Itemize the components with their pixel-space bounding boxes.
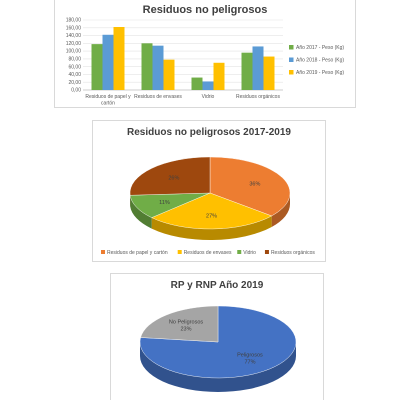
- bar: [103, 35, 114, 90]
- x-tick-label: cartón: [101, 101, 115, 107]
- pie-data-label: 27%: [206, 213, 217, 219]
- pie-data-label: No Peligrosos: [169, 319, 203, 325]
- pie-data-label: 36%: [249, 181, 260, 187]
- legend-label: Año 2017 - Peso (Kg): [296, 45, 344, 51]
- bar: [242, 53, 253, 90]
- pie-data-label: 11%: [159, 200, 170, 206]
- bar: [142, 43, 153, 90]
- bar: [164, 60, 175, 90]
- bar: [253, 46, 264, 90]
- pie-chart-panel: Residuos no peligrosos 2017-2019 36%27%1…: [92, 120, 326, 262]
- legend-label: Residuos orgánicos: [271, 250, 315, 256]
- legend-label: Residuos de envases: [184, 250, 232, 256]
- y-tick-label: 80,00: [68, 56, 81, 62]
- x-tick-label: Residuos de envases: [134, 94, 182, 100]
- legend-label: Año 2018 - Peso (Kg): [296, 58, 344, 64]
- legend-swatch: [289, 58, 294, 63]
- y-tick-label: 140,00: [66, 33, 82, 39]
- legend-swatch: [289, 70, 294, 75]
- bar: [114, 27, 125, 90]
- legend-swatch: [178, 250, 182, 254]
- bar: [92, 44, 103, 90]
- legend-label: Residuos de papel y cartón: [107, 250, 168, 256]
- pie-data-label: 77%: [244, 360, 255, 366]
- bar: [203, 81, 214, 90]
- x-tick-label: Residuos orgánicos: [236, 94, 280, 100]
- bar: [153, 46, 164, 90]
- legend-swatch: [237, 250, 241, 254]
- y-tick-label: 120,00: [66, 41, 82, 47]
- legend-swatch: [101, 250, 105, 254]
- x-tick-label: Vidrio: [202, 94, 215, 100]
- x-tick-label: Residuos de papel y: [85, 94, 131, 100]
- y-tick-label: 0,00: [71, 88, 81, 94]
- pie-data-label: 26%: [168, 176, 179, 182]
- pie-chart: 36% 27% 11% 26% Residuos de papel y cartón Re…: [93, 121, 327, 263]
- bar: [264, 57, 275, 90]
- pie-data-label: 23%: [181, 326, 192, 332]
- legend-swatch: [289, 45, 294, 50]
- y-tick-label: 40,00: [68, 72, 81, 78]
- bar: [192, 78, 203, 90]
- legend-swatch: [265, 250, 269, 254]
- bar: [214, 63, 225, 90]
- legend-label: Año 2019 - Peso (Kg): [296, 70, 344, 76]
- y-tick-label: 180,00: [66, 18, 82, 24]
- pie-data-label: Peligrosos: [237, 353, 263, 359]
- y-tick-label: 160,00: [66, 25, 82, 31]
- y-tick-label: 20,00: [68, 80, 81, 86]
- legend-label: Vidrio: [243, 250, 256, 256]
- y-tick-label: 60,00: [68, 64, 81, 70]
- y-tick-label: 100,00: [66, 49, 82, 55]
